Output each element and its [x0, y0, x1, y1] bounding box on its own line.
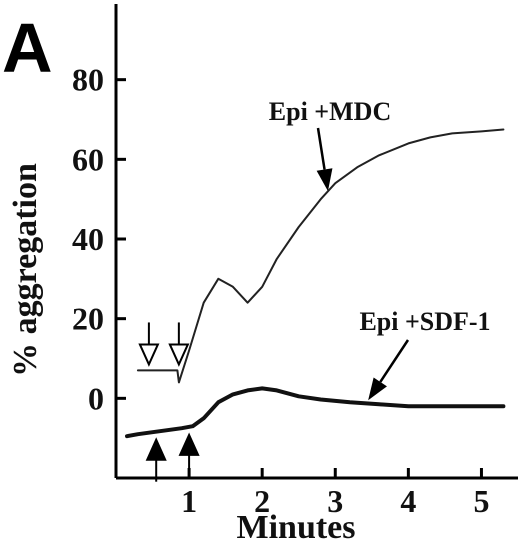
down-arrow	[138, 343, 160, 367]
annotation-label: Epi +MDC	[269, 97, 391, 126]
annotation-label: Epi +SDF-1	[359, 307, 490, 336]
axes: 0 20 40 60 80 1 2 3 4 5	[72, 4, 518, 519]
annotation-arrow-shaft	[316, 127, 326, 170]
x-tick-label: 1	[181, 483, 197, 519]
series-line-epi-mdc	[136, 128, 505, 384]
x-axis-label: Minutes	[237, 509, 356, 546]
y-tick-label: 80	[72, 62, 104, 98]
y-tick-label: 60	[72, 141, 104, 177]
arrow-markers	[138, 322, 200, 482]
x-tick-label: 4	[400, 483, 416, 519]
down-arrow	[168, 343, 190, 367]
annotation-arrow-shaft	[379, 339, 410, 383]
annotation-arrowhead	[316, 168, 333, 192]
y-tick-label: 0	[88, 380, 104, 416]
annotations: Epi +MDC Epi +SDF-1	[269, 97, 491, 401]
y-tick-label: 40	[72, 221, 104, 257]
series-line-epi-sdf1	[125, 386, 506, 439]
panel-label: A	[2, 9, 53, 87]
x-tick-label: 3	[327, 483, 343, 519]
up-arrow	[178, 432, 200, 456]
x-tick-label: 2	[254, 483, 270, 519]
x-tick-label: 5	[473, 483, 489, 519]
y-tick-label: 20	[72, 301, 104, 337]
series-layer	[125, 128, 506, 439]
up-arrow	[145, 437, 167, 461]
y-axis-label: % aggregation	[7, 163, 44, 377]
annotation-arrowhead	[368, 377, 387, 401]
